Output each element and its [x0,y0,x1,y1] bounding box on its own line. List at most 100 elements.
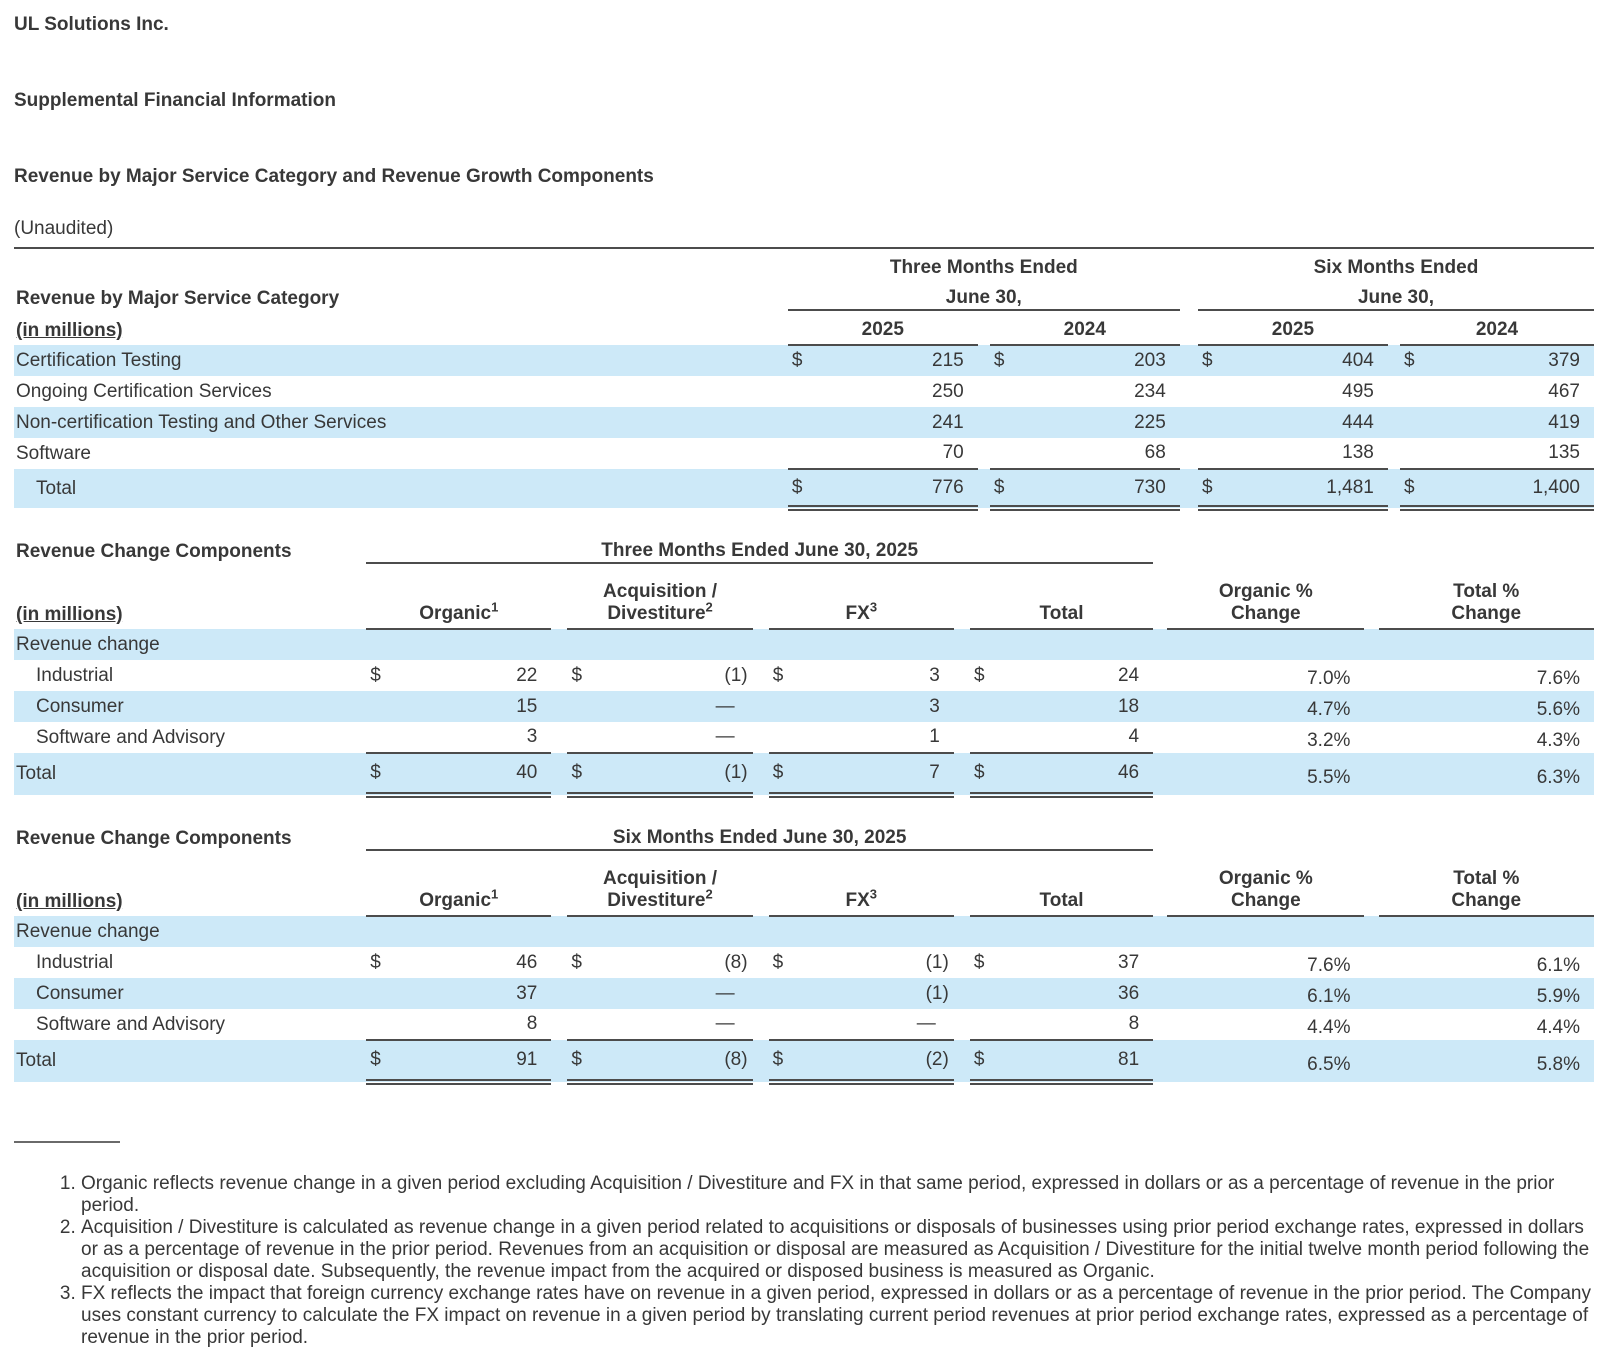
table-row: Consumer 37 — (1) 36 6.1% 5.9% [14,978,1594,1009]
table-row: Consumer 15 — 3 18 4.7% 5.6% [14,691,1594,722]
table-row: Software 70 68 138 135 [14,438,1594,469]
footnote-item: Organic reflects revenue change in a giv… [81,1173,1594,1217]
cell-value: 7 [802,752,954,798]
pct-value: 4.3% [1536,730,1580,751]
dollar-sign: $ [366,1039,401,1085]
pct-value: 5.9% [1378,978,1594,1009]
year-header: 2025 [787,310,978,346]
dollar-sign: $ [571,664,583,686]
cell-value: (1) [925,951,949,973]
cell-value: (8) [724,951,748,973]
cell-value: 15 [400,691,552,722]
table-title: Revenue by Major Service Category [16,288,340,309]
table-row: Industrial $ 46 $ (8) $ (1) $ 37 7.6% 6.… [14,947,1594,978]
total-row: Total $ 776 $ 730 $ 1,481 $ 1,400 [14,468,1594,511]
unaudited-label: (Unaudited) [14,218,114,239]
pct-value: 5.5% [1167,753,1365,795]
col-header-fx: FX3 [768,850,954,917]
year-header-row: (in millions) 2025 2024 2025 2024 [14,310,1594,346]
col-header-total-pct: Total % Change [1378,850,1594,917]
units-label: (in millions) [16,891,123,912]
company-name: UL Solutions Inc. [14,14,169,35]
cell-value: 215 [822,345,978,376]
table-row: Software and Advisory 3 — 1 4 3.2% 4.3% [14,722,1594,753]
table-row: Non-certification Testing and Other Serv… [14,407,1594,438]
pct-value: 6.3% [1378,753,1594,795]
cell-value: 419 [1434,407,1594,438]
row-label: Industrial [36,664,114,686]
col-header-total-pct: Total % Change [1378,563,1594,630]
row-label: Certification Testing [14,345,788,376]
change-table-title: Revenue Change Components [16,828,292,849]
table-row: Software and Advisory 8 — — 8 4.4% 4.4% [14,1009,1594,1040]
period-title-row: Revenue Change Components Six Months End… [14,817,1594,851]
top-rule [14,247,1594,249]
column-header-row: (in millions) Organic1 Acquisition / Dive… [14,850,1594,917]
cell-value: 68 [1144,442,1166,463]
period-subtitle-row: Revenue by Major Service Category June 3… [14,279,1594,311]
cell-value: 1,400 [1434,468,1594,511]
row-label: Software [16,442,91,464]
col-header-total: Total [969,563,1154,630]
section-row: Revenue change [14,629,1594,660]
pct-value: 7.6% [1536,668,1580,689]
period-group-header: Six Months Ended [1313,257,1479,278]
cell-value: — [715,1013,735,1034]
pct-value: 7.0% [1307,668,1351,689]
dollar-sign: $ [973,664,985,686]
dollar-sign: $ [1197,345,1233,376]
cell-value: 135 [1548,442,1580,463]
cell-value: 203 [1024,345,1180,376]
period-subheader: June 30, [1197,279,1594,311]
dollar-sign: $ [370,664,381,686]
cell-value: — [916,1013,936,1034]
period-title-row: Three Months Ended Six Months Ended [14,249,1594,279]
cell-value: (1) [802,978,954,1009]
cell-value: 8 [1128,1013,1140,1034]
row-label: Consumer [14,978,367,1009]
column-header-row: (in millions) Organic1 Acquisition / Dive… [14,563,1594,630]
dollar-sign: $ [366,752,401,798]
cell-value: 18 [1004,691,1154,722]
cell-value: (1) [601,752,753,798]
cell-value: 241 [822,407,978,438]
period-group-header: Three Months Ended [889,257,1078,278]
change-table-three-months: Revenue Change Components Three Months E… [14,530,1594,798]
cell-value: 8 [526,1013,538,1034]
change-table-six-months: Revenue Change Components Six Months End… [14,817,1594,1085]
row-label: Software and Advisory [36,726,226,748]
revenue-by-category-table: Three Months Ended Six Months Ended Reve… [14,249,1594,511]
dollar-sign: $ [571,951,582,973]
cell-value: 3 [526,726,538,747]
cell-value: 1,481 [1232,468,1388,511]
dollar-sign: $ [772,664,784,686]
row-label: Industrial [36,951,114,973]
cell-value: 138 [1342,442,1374,463]
pct-value: 6.1% [1167,978,1365,1009]
cell-value: 70 [942,442,964,463]
change-period-header: Six Months Ended June 30, 2025 [366,817,1154,851]
section-row-label: Revenue change [14,629,367,660]
cell-value: — [601,691,753,722]
units-label: (in millions) [16,604,123,625]
cell-value: 37 [400,978,552,1009]
total-row: Total $ 91 $ (8) $ (2) $ 81 6.5% 5.8% [14,1039,1594,1085]
footnotes-list: Organic reflects revenue change in a giv… [14,1173,1594,1349]
change-table-title: Revenue Change Components [16,541,292,562]
cell-value: 46 [1004,752,1154,798]
dollar-sign: $ [370,951,381,973]
cell-value: — [715,726,735,747]
cell-value: 40 [400,752,552,798]
dollar-sign: $ [768,1039,803,1085]
col-header-organic-pct: Organic % Change [1167,850,1365,917]
dollar-sign: $ [768,752,803,798]
cell-value: 730 [1024,468,1180,511]
cell-value: 495 [1342,380,1374,402]
footnote-item: FX reflects the impact that foreign curr… [81,1283,1594,1349]
cell-value: 3 [802,691,954,722]
pct-value: 5.8% [1378,1040,1594,1082]
pct-value: 4.4% [1307,1017,1351,1038]
dollar-sign: $ [1399,468,1435,511]
dollar-sign: $ [973,951,985,973]
